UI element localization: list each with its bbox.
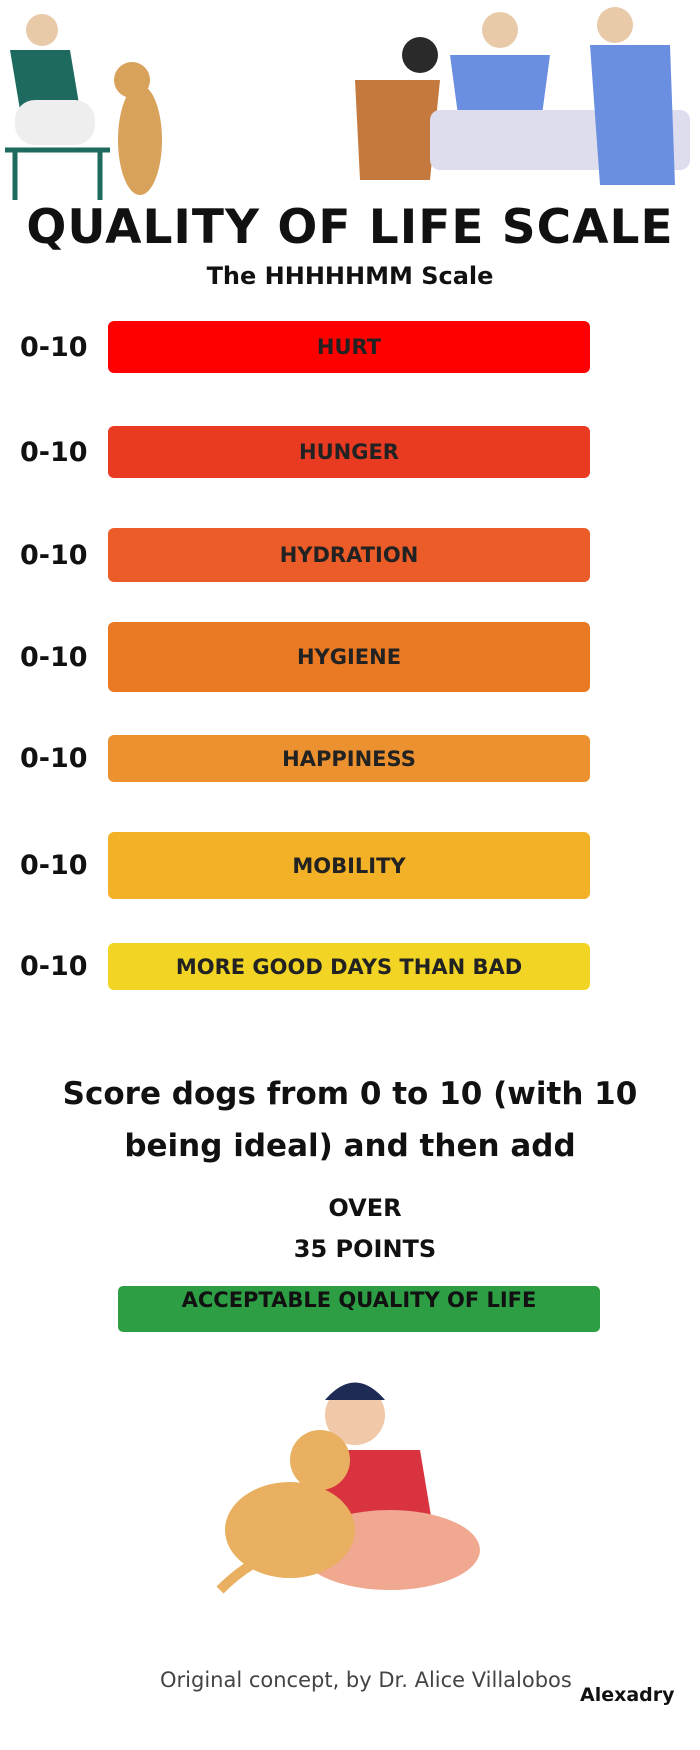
range: 0-10 [20,951,88,982]
range: 0-10 [20,641,88,673]
subtitle: The HHHHHMM Scale [206,262,494,290]
range: 0-10 [20,539,88,571]
instruction: Score dogs from 0 to 10 (with 10 being i… [62,1076,638,1164]
scale-bar: HURT [108,321,590,373]
header-illustration [5,7,690,200]
scale-bar: MORE GOOD DAYS THAN BAD [108,943,590,990]
brand: Alexadry [580,1684,675,1706]
title: QUALITY OF LIFE SCALE [26,200,674,255]
range: 0-10 [20,743,88,774]
range: 0-10 [20,850,88,881]
scale-bar: HYDRATION [108,528,590,582]
scale-bar: HYGIENE [108,622,590,692]
result-bar: ACCEPTABLE QUALITY OF LIFE [118,1286,600,1332]
threshold-line: 35 POINTS [293,1235,437,1263]
range: 0-10 [20,331,88,363]
footer-illustration [216,1382,480,1594]
threshold-line: OVER [328,1194,402,1222]
scale-bar: HUNGER [108,426,590,478]
scale-bar: MOBILITY [108,832,590,899]
range: 0-10 [20,436,88,468]
credit: Original concept, by Dr. Alice Villalobo… [160,1668,572,1692]
scale-bar: HAPPINESS [108,735,590,782]
